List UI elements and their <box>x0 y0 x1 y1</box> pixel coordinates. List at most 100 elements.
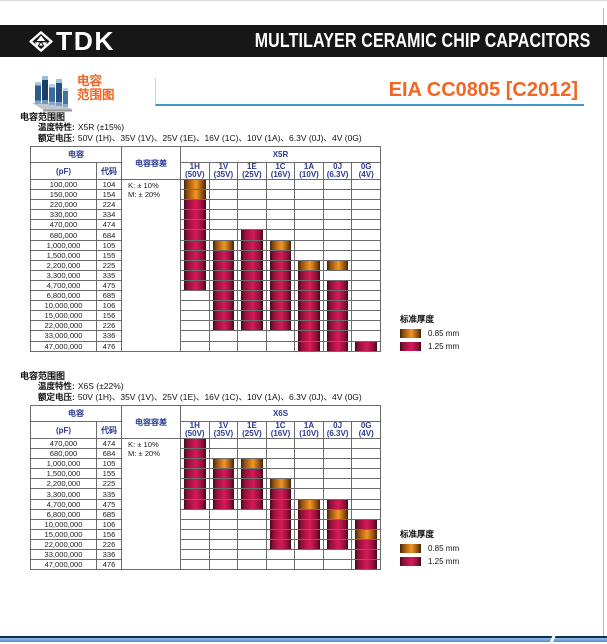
voltage-code: 1C <box>275 162 286 171</box>
range-bar-segment <box>212 500 235 509</box>
range-bar-segment <box>212 261 235 270</box>
tolerance-line: K: ± 10% <box>128 181 159 190</box>
table-row: 2,200,000 225 <box>30 478 381 490</box>
range-cell <box>180 259 210 271</box>
capacitance-group-header: 电容 <box>30 405 122 422</box>
range-cell <box>265 518 296 530</box>
legend-label: 1.25 mm <box>428 557 460 566</box>
range-bar-segment <box>326 342 349 351</box>
range-cell <box>208 538 239 551</box>
range-cell <box>322 178 353 191</box>
code-cell: 334 <box>96 209 122 221</box>
range-bar-segment <box>298 311 320 320</box>
capacitance-cell: 6,800,000 <box>30 508 97 520</box>
range-bar-segment <box>184 220 206 229</box>
range-cell <box>237 448 267 460</box>
icon-caption-line1: 电容 <box>77 74 103 88</box>
range-bar-segment <box>241 291 263 300</box>
range-cell <box>180 468 210 480</box>
capacitance-range-table: 电容 电容容差 X6S (pF) 代码 1H (50V) 1V (35V) 1E (25V) 1C (1… <box>30 405 381 571</box>
range-cell <box>294 458 324 470</box>
range-bar-segment <box>184 251 206 260</box>
range-cell <box>265 559 296 571</box>
range-cell <box>265 310 296 322</box>
voltage-code: 0J <box>333 162 343 171</box>
range-cell <box>294 189 324 201</box>
range-cell <box>294 549 324 561</box>
voltage-value: (16V) <box>270 170 291 179</box>
code-cell: 105 <box>96 239 122 251</box>
tolerance-line: M: ± 20% <box>128 190 161 199</box>
range-bar-segment <box>269 500 292 509</box>
voltage-value: (4V) <box>358 429 374 438</box>
capacitance-cell: 22,000,000 <box>30 320 97 332</box>
range-bar-segment <box>298 271 320 280</box>
capacitance-cell: 470,000 <box>30 437 97 450</box>
range-cell <box>237 259 267 271</box>
capacitance-cell: 330,000 <box>30 209 97 221</box>
series-header: X5R <box>180 146 381 163</box>
range-bar-segment <box>298 291 320 300</box>
range-cell <box>351 508 381 520</box>
voltage-column-header: 0J (6.3V) <box>322 421 353 439</box>
range-cell <box>237 478 267 490</box>
code-cell: 224 <box>96 199 122 211</box>
range-bar-segment <box>355 520 377 529</box>
range-cell <box>265 300 296 312</box>
tdk-emblem-icon <box>29 30 53 52</box>
range-cell <box>208 549 239 561</box>
range-cell <box>237 290 267 302</box>
code-cell: 156 <box>96 528 122 540</box>
range-cell <box>208 239 239 251</box>
capacitance-cell: 150,000 <box>30 189 97 201</box>
range-cell <box>208 269 239 281</box>
range-cell <box>322 340 353 352</box>
range-bar-segment <box>298 261 320 270</box>
range-cell <box>294 538 324 551</box>
range-cell <box>237 458 267 470</box>
code-cell: 336 <box>96 549 122 561</box>
range-cell <box>180 448 210 460</box>
range-cell <box>294 330 324 342</box>
range-cell <box>208 478 239 490</box>
range-bar-segment <box>184 459 206 468</box>
range-bar-segment <box>241 500 263 509</box>
capacitance-cell: 1,500,000 <box>30 249 97 261</box>
range-cell <box>208 279 239 292</box>
code-cell: 104 <box>96 178 122 191</box>
range-cell <box>265 478 296 490</box>
range-bar-segment <box>298 500 320 509</box>
legend-item: 1.25 mm <box>400 342 459 351</box>
header-row: 电容 电容容差 X6S <box>30 405 381 439</box>
range-cell <box>351 279 381 292</box>
range-bar-segment <box>241 301 263 310</box>
range-cell <box>351 538 381 551</box>
range-cell <box>180 290 210 302</box>
table-body: 470,000 474 K: ± 10% M: ± 20% 680,000 684 1,00… <box>30 437 381 571</box>
range-cell <box>237 549 267 561</box>
range-cell <box>208 249 239 261</box>
range-cell <box>180 249 210 261</box>
range-cell <box>237 437 267 450</box>
code-cell: 154 <box>96 189 122 201</box>
range-cell <box>322 269 353 281</box>
table-row: 3,300,000 335 <box>30 488 381 500</box>
code-header: 代码 <box>96 162 122 180</box>
range-cell <box>208 498 239 510</box>
voltage-column-header: 1C (16V) <box>265 421 296 439</box>
voltage-code: 1V <box>218 162 229 171</box>
code-cell: 156 <box>96 310 122 322</box>
legend-title: 标准厚度 <box>400 314 435 324</box>
range-cell <box>294 279 324 292</box>
range-bar-segment <box>298 510 320 519</box>
range-bar-segment <box>355 530 377 539</box>
range-bar-segment <box>269 321 292 330</box>
range-cell <box>294 559 324 571</box>
table-row: 150,000 154 <box>30 189 381 201</box>
range-cell <box>322 508 353 520</box>
range-cell <box>180 508 210 520</box>
voltage-value: (50V) <box>185 170 205 179</box>
capacitance-cell: 1,000,000 <box>30 458 97 470</box>
capacitance-cell: 470,000 <box>30 219 97 231</box>
legend-item: 0.85 mm <box>400 544 459 553</box>
